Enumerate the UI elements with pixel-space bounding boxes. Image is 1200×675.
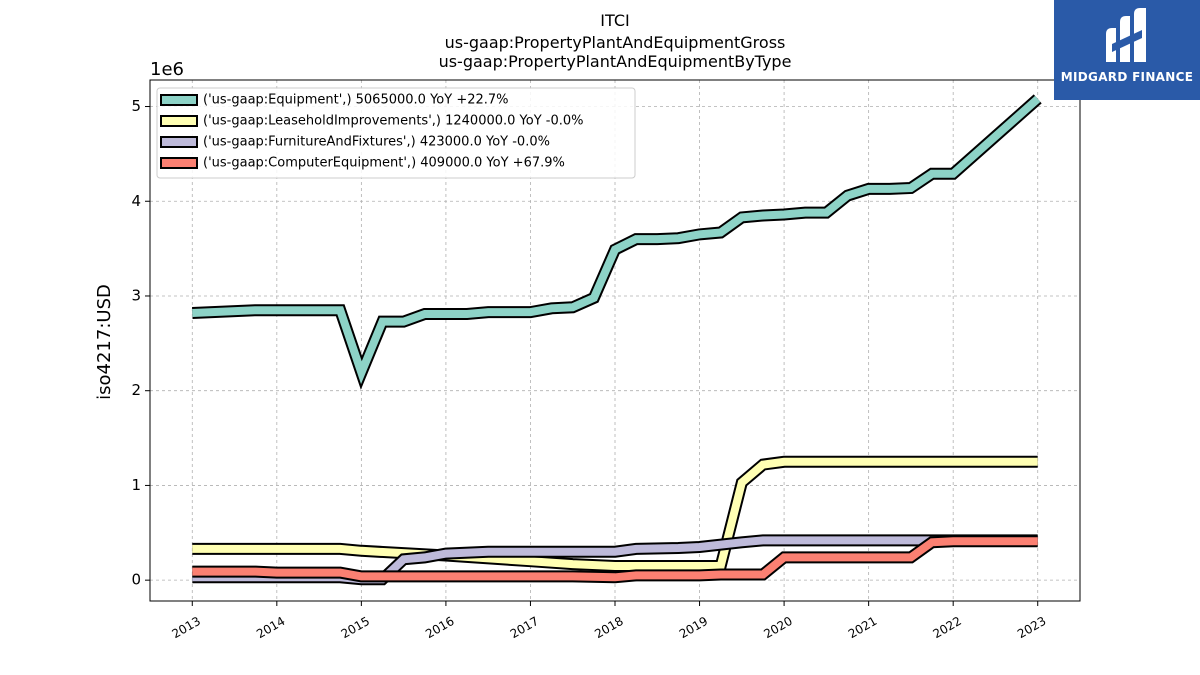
series-4-line [192,537,1038,582]
chart-title-line-3: us-gaap:PropertyPlantAndEquipmentByType [439,52,792,71]
x-tick-label: 2018 [592,614,625,641]
y-tick-label: 0 [131,571,141,589]
midgard-finance-logo: MIDGARD FINANCE [1054,0,1200,100]
chart-title-line-1: ITCI [600,11,629,30]
legend-entry-2: ('us-gaap:LeaseholdImprovements',) 12400… [203,114,584,129]
x-tick-label: 2019 [677,614,710,641]
legend-swatch-3 [160,136,198,148]
legend-swatch-2 [160,115,198,127]
legend-entry-3: ('us-gaap:FurnitureAndFixtures',) 423000… [203,135,550,150]
y-tick-label: 3 [131,286,141,304]
series-2-line [192,457,1038,570]
y-tick-label: 1 [131,476,141,494]
chart-title-line-2: us-gaap:PropertyPlantAndEquipmentGross [445,33,786,52]
x-tick-label: 2022 [930,614,963,641]
legend-swatch-4 [160,157,198,169]
x-tick-label: 2016 [423,614,456,641]
legend-entry-1: ('us-gaap:Equipment',) 5065000.0 YoY +22… [203,93,509,108]
logo-text: MIDGARD FINANCE [1060,70,1194,84]
series-layer [192,94,1042,586]
legend-entry-4: ('us-gaap:ComputerEquipment',) 409000.0 … [203,156,565,171]
y-tick-label: 2 [131,381,141,399]
legend-box [156,87,636,179]
logo-mark-icon [1106,8,1146,62]
chart-title: ITCI us-gaap:PropertyPlantAndEquipmentGr… [439,11,792,71]
series-1-line [192,95,1041,385]
x-tick-label: 2013 [170,614,203,641]
y-tick-label: 5 [131,97,141,115]
x-tick-label: 2023 [1015,614,1048,641]
y-tick-label: 4 [131,192,141,210]
y-axis-label: iso4217:USD [94,284,115,400]
legend-swatch-1 [160,94,198,106]
x-tick-label: 2017 [508,614,541,641]
y-axis-offset-label: 1e6 [150,59,184,80]
x-tick-label: 2015 [339,614,372,641]
legend: ('us-gaap:Equipment',) 5065000.0 YoY +22… [156,87,636,179]
x-tick-label: 2021 [846,614,879,641]
x-tick-label: 2020 [761,614,794,641]
x-tick-label: 2014 [254,614,287,641]
